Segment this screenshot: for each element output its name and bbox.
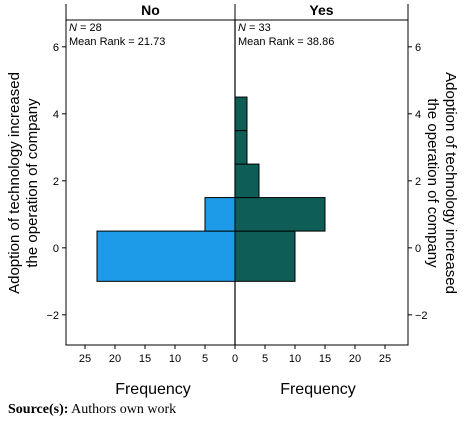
bar-yes-2 <box>234 163 260 199</box>
bar-yes-4 <box>234 96 248 132</box>
x-tick-label: 10 <box>169 353 181 365</box>
x-tick-label: 15 <box>319 353 331 365</box>
y-tick-label-left: 0 <box>53 243 59 255</box>
source-text: Authors own work <box>68 402 177 417</box>
y-tick-label-left: 4 <box>53 109 59 121</box>
bar-yes-3 <box>234 130 248 165</box>
x-tick-label: 25 <box>79 353 91 365</box>
y-axis-title-line: the operation of company <box>24 98 41 268</box>
y-tick-label-right: 6 <box>415 42 421 54</box>
panel-title-yes: Yes <box>309 2 333 18</box>
bars <box>96 96 326 282</box>
stat-mean-rank-yes: Mean Rank = 38.86 <box>238 36 334 48</box>
y-tick-label-right: 4 <box>415 109 421 121</box>
y-tick-label-left: 2 <box>53 176 59 188</box>
stat-n-no: N = 28 <box>69 22 102 34</box>
axis-ticks: −2 −2 0 0 2 2 4 4 6 6 0 5 5 10 10 15 15 20 20 25 25 <box>46 42 427 365</box>
bar-no-0 <box>96 230 236 282</box>
y-tick-label-left: −2 <box>46 310 59 322</box>
x-tick-label: 25 <box>379 353 391 365</box>
x-axis-title-right: Frequency <box>280 381 356 398</box>
bar-yes-0 <box>234 230 296 282</box>
y-axis-title-line: Adoption of technology increased <box>442 72 459 294</box>
plot-border <box>65 19 409 346</box>
y-axis-title-line: Adoption of technology increased <box>6 72 23 294</box>
panel-title-no: No <box>141 2 160 18</box>
bar-yes-1 <box>234 197 326 232</box>
source-note: Source(s): Authors own work <box>8 402 176 418</box>
labels: No N = 28 Mean Rank = 21.73 Yes N = 33 Mean R… <box>6 2 459 398</box>
stat-mean-rank-no: Mean Rank = 21.73 <box>69 36 165 48</box>
x-tick-label: 5 <box>202 353 208 365</box>
x-tick-label: 15 <box>139 353 151 365</box>
stat-n-yes: N = 33 <box>238 22 271 34</box>
bar-no-1 <box>204 197 236 232</box>
y-tick-label-right: 0 <box>415 243 421 255</box>
x-tick-label: 0 <box>232 353 238 365</box>
x-tick-label: 20 <box>109 353 121 365</box>
y-axis-title-line: the operation of company <box>424 98 441 268</box>
x-tick-label: 5 <box>262 353 268 365</box>
source-label: Source(s): <box>8 402 69 417</box>
y-tick-label-right: −2 <box>415 310 428 322</box>
y-tick-label-right: 2 <box>415 176 421 188</box>
y-tick-label-left: 6 <box>53 42 59 54</box>
x-tick-label: 20 <box>349 353 361 365</box>
y-axis-title-left: Adoption of technology increasedthe oper… <box>6 72 41 294</box>
x-axis-title-left: Frequency <box>115 381 191 398</box>
x-tick-label: 10 <box>289 353 301 365</box>
population-pyramid-chart: −2 −2 0 0 2 2 4 4 6 6 0 5 5 10 10 15 15 20 20 25 25 No N = 28… <box>6 2 459 398</box>
y-axis-title-right: Adoption of technology increasedthe oper… <box>424 72 459 294</box>
